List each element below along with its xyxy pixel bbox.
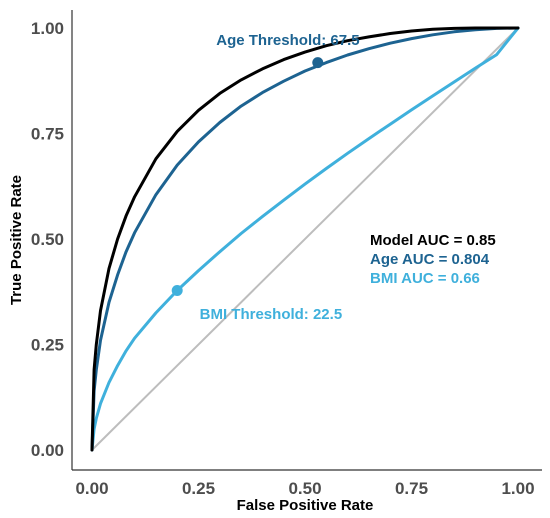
roc-curve-bmi <box>90 26 520 452</box>
x-axis-title: False Positive Rate <box>237 497 374 514</box>
diagonal-reference-line <box>91 27 519 451</box>
legend-entry: Age AUC = 0.804 <box>370 251 490 268</box>
points-layer <box>171 57 324 296</box>
roc-curve-age <box>90 26 520 452</box>
legend-entry: BMI AUC = 0.66 <box>370 270 480 287</box>
legend: Model AUC = 0.85 Age AUC = 0.804 BMI AUC =… <box>370 232 496 287</box>
y-tick-label: 1.00 <box>31 19 64 38</box>
age-threshold-point <box>312 57 324 69</box>
x-tick-labels: 0.00 0.25 0.50 0.75 1.00 <box>75 479 534 498</box>
y-tick-label: 0.00 <box>31 441 64 460</box>
y-tick-label: 0.75 <box>31 125 64 144</box>
x-tick-label: 0.50 <box>288 479 321 498</box>
y-axis-title: True Positive Rate <box>8 175 25 305</box>
y-tick-label: 0.50 <box>31 230 64 249</box>
diagonal-layer <box>91 27 519 451</box>
series-layer <box>90 26 520 452</box>
x-tick-label: 0.25 <box>182 479 215 498</box>
x-tick-label: 0.00 <box>75 479 108 498</box>
legend-entry: Model AUC = 0.85 <box>370 232 496 249</box>
y-tick-labels: 0.00 0.25 0.50 0.75 1.00 <box>31 19 64 460</box>
annotations-layer: Age Threshold: 67.5 BMI Threshold: 22.5 <box>200 32 360 323</box>
roc-curve-model <box>90 26 520 452</box>
age-threshold-label: Age Threshold: 67.5 <box>216 32 359 49</box>
bmi-threshold-label: BMI Threshold: 22.5 <box>200 306 343 323</box>
bmi-threshold-point <box>171 284 183 296</box>
x-tick-label: 0.75 <box>395 479 428 498</box>
x-tick-label: 1.00 <box>501 479 534 498</box>
y-tick-label: 0.25 <box>31 336 64 355</box>
